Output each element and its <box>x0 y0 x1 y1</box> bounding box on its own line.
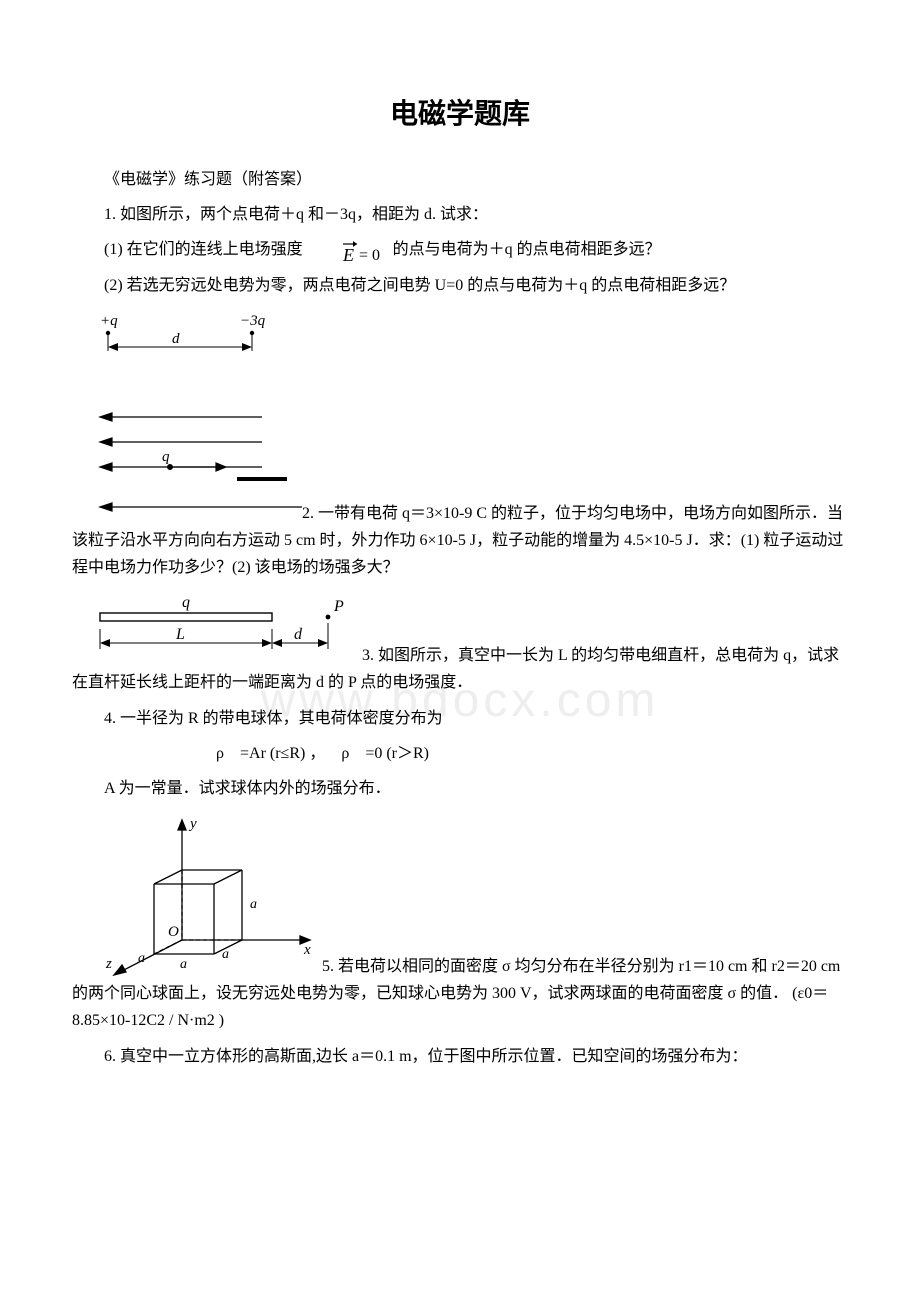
q6-text: 6. 真空中一立方体形的高斯面,边长 a＝0.1 m，位于图中所示位置．已知空间… <box>72 1043 848 1070</box>
svg-text:q: q <box>182 594 190 611</box>
q1-part2: (2) 若选无穷远处电势为零，两点电荷之间电势 U=0 的点与电荷为＋q 的点电… <box>72 272 848 299</box>
svg-text:y: y <box>188 816 197 832</box>
svg-text:E: E <box>342 245 354 264</box>
svg-text:a: a <box>222 947 229 962</box>
q4-l2: ρ =Ar (r≤R) ， ρ =0 (r＞R) <box>72 740 848 767</box>
svg-text:P: P <box>333 598 344 615</box>
q1-p1b: 的点与电荷为＋q 的点电荷相距多远？ <box>393 241 661 258</box>
svg-text:L: L <box>175 626 185 643</box>
svg-text:a: a <box>180 957 187 972</box>
q4-l1: 4. 一半径为 R 的带电球体，其电荷体密度分布为 <box>72 705 848 732</box>
q1-stem: 1. 如图所示，两个点电荷＋q 和－3q，相距为 d. 试求： <box>72 201 848 228</box>
svg-text:a: a <box>138 951 145 966</box>
q3-figure-row: q P L d 3. 如图所示，真空中一长为 L 的均匀带电细直杆，总电荷为 q… <box>72 591 848 696</box>
svg-text:z: z <box>105 956 112 972</box>
cube-figure: y x z O <box>72 810 322 980</box>
document-body: 电磁学题库 《电磁学》练习题（附答案） 1. 如图所示，两个点电荷＋q 和－3q… <box>72 90 848 1070</box>
svg-text:O: O <box>168 924 179 940</box>
svg-text:+q: +q <box>100 313 118 329</box>
svg-text:d: d <box>294 626 303 643</box>
q1-figure-row: +q −3q d q <box>72 307 848 581</box>
q4-l3: A 为一常量．试求球体内外的场强分布． <box>72 775 848 802</box>
q1-part1: (1) 在它们的连线上电场强度 E = 0 的点与电荷为＋q 的点电荷相距多远？ <box>72 236 848 264</box>
svg-text:d: d <box>172 331 180 347</box>
svg-text:x: x <box>303 942 311 958</box>
q1-p1a: (1) 在它们的连线上电场强度 <box>104 241 303 258</box>
cube-figure-row: y x z O <box>72 810 848 1034</box>
svg-text:−3q: −3q <box>240 313 266 329</box>
svg-text:= 0: = 0 <box>359 247 380 264</box>
vector-E-equals-zero: E = 0 <box>307 237 389 264</box>
svg-text:a: a <box>250 897 257 912</box>
q1-figure: +q −3q d q <box>72 307 302 527</box>
q3-figure: q P L d <box>72 591 362 669</box>
svg-text:q: q <box>162 449 170 465</box>
intro-line: 《电磁学》练习题（附答案） <box>72 166 848 193</box>
page-title: 电磁学题库 <box>72 90 848 138</box>
